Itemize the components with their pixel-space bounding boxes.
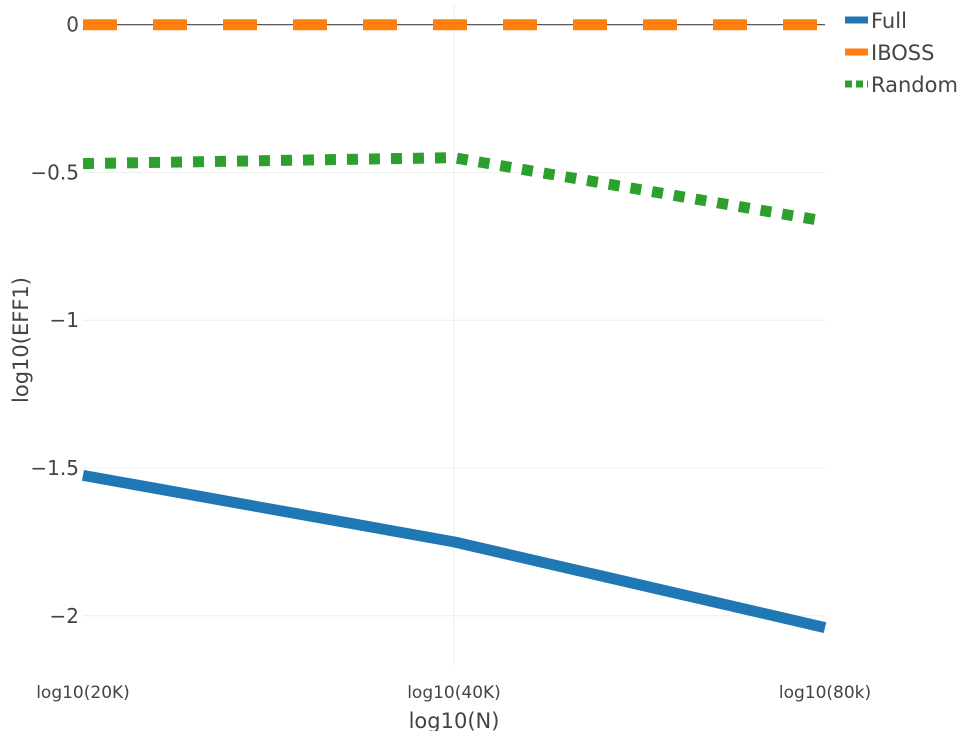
- y-axis-ticks: 0 −0.5 −1 −1.5 −2: [30, 13, 79, 628]
- legend: Full IBOSS Random: [845, 9, 958, 97]
- legend-item-full[interactable]: Full: [845, 9, 907, 33]
- legend-label: Random: [871, 73, 958, 97]
- x-tick-label: log10(40K): [407, 683, 501, 703]
- y-axis-title: log10(EFF1): [9, 277, 33, 403]
- y-tick-label: −2: [50, 604, 79, 628]
- legend-item-iboss[interactable]: IBOSS: [845, 41, 934, 65]
- series-line-random: [82, 152, 826, 227]
- grid-lines: [83, 4, 825, 666]
- series-line-full: [82, 469, 827, 633]
- x-axis-title: log10(N): [409, 709, 500, 731]
- series-lines: [82, 19, 827, 633]
- y-tick-label: −1.5: [30, 456, 79, 480]
- y-tick-label: −0.5: [30, 160, 79, 184]
- y-tick-label: 0: [66, 13, 79, 37]
- legend-item-random[interactable]: Random: [845, 73, 958, 97]
- legend-label: Full: [871, 9, 907, 33]
- x-axis-ticks: log10(20K) log10(40K) log10(80k): [36, 683, 871, 703]
- x-tick-label: log10(20K): [36, 683, 130, 703]
- y-tick-label: −1: [50, 308, 79, 332]
- x-tick-label: log10(80k): [779, 683, 871, 703]
- legend-label: IBOSS: [871, 41, 934, 65]
